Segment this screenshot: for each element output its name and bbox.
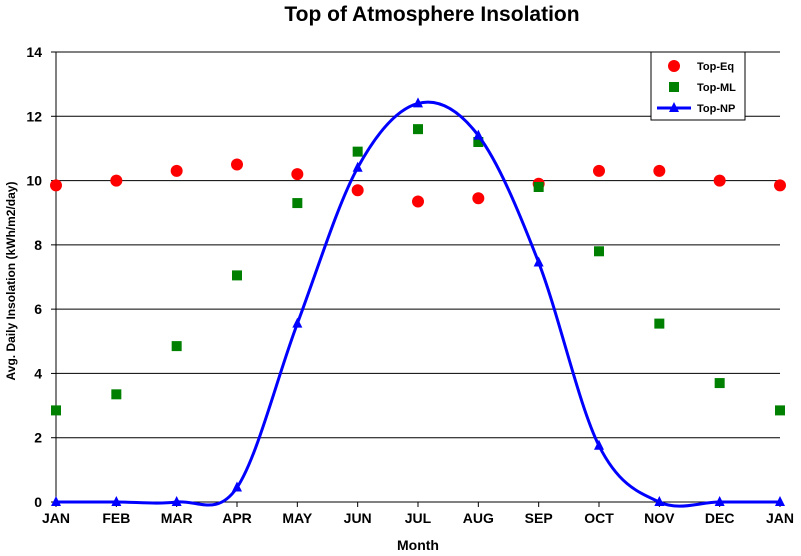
x-tick-label: OCT [584, 510, 614, 526]
data-point-top-ml [352, 146, 363, 157]
data-point-top-eq [110, 174, 123, 187]
data-point-top-np [714, 496, 725, 506]
y-tick-label: 6 [34, 301, 42, 317]
y-tick-label: 2 [34, 430, 42, 446]
data-point-top-eq [50, 179, 62, 192]
data-point-top-eq [351, 184, 364, 197]
x-tick-label: AUG [463, 510, 494, 526]
x-tick-label: JUN [344, 510, 372, 526]
data-point-top-ml [111, 389, 122, 400]
y-tick-label: 10 [26, 173, 42, 189]
data-point-top-eq [472, 192, 485, 205]
data-point-top-ml [413, 124, 423, 135]
data-point-top-np [51, 496, 61, 506]
y-tick-label: 4 [34, 365, 42, 381]
data-point-top-eq [412, 195, 424, 208]
x-axis-label: Month [397, 537, 439, 553]
data-point-top-eq [291, 168, 304, 181]
data-series [50, 97, 786, 508]
data-point-top-np [533, 256, 544, 267]
data-point-top-ml [775, 405, 785, 416]
x-tick-label: SEP [525, 510, 553, 526]
series-top-np [51, 97, 785, 508]
y-tick-label: 12 [26, 108, 42, 124]
data-point-top-ml [232, 270, 242, 281]
series-top-eq [50, 158, 786, 208]
chart-title: Top of Atmosphere Insolation [284, 3, 579, 26]
x-tick-label: APR [222, 510, 252, 526]
y-tick-label: 8 [34, 237, 42, 253]
data-point-top-ml [292, 198, 303, 209]
data-point-top-ml [714, 378, 725, 389]
data-point-top-np [473, 129, 484, 140]
data-point-top-np [594, 439, 604, 450]
legend-label-top-eq: Top-Eq [697, 61, 734, 73]
legend-marker-top-np [669, 102, 679, 112]
data-point-top-ml [171, 341, 182, 352]
data-point-top-np [654, 496, 665, 506]
data-point-top-ml [473, 137, 484, 147]
x-tick-label: JAN [42, 510, 70, 526]
data-point-top-np [232, 481, 242, 492]
data-point-top-np [413, 97, 423, 108]
legend: Top-Eq Top-ML Top-NP [650, 51, 746, 121]
x-tick-label: JAN [766, 510, 794, 526]
y-tick-label: 14 [26, 44, 42, 60]
x-tick-label: MAR [161, 510, 193, 526]
series-line-top-np [56, 100, 780, 508]
data-point-top-eq [653, 164, 666, 177]
tick-labels: 0 2 4 6 8 10 12 14 JAN FEB MAR APR MAY JUN JUL AUG SEP OC… [26, 44, 794, 526]
legend-label-top-ml: Top-ML [697, 82, 736, 94]
data-point-top-eq [170, 164, 183, 177]
legend-marker-top-ml [669, 82, 679, 92]
data-point-top-np [292, 317, 303, 328]
data-point-top-ml [594, 246, 604, 257]
legend-label-top-np: Top-NP [697, 103, 735, 115]
data-point-top-eq [593, 164, 605, 177]
y-axis-label: Avg. Daily Insolation (kWh/m2/day) [4, 182, 18, 381]
data-point-top-ml [533, 182, 544, 192]
data-point-top-np [111, 496, 122, 506]
series-top-ml [51, 124, 785, 416]
data-point-top-eq [774, 179, 786, 192]
data-point-top-eq [231, 158, 243, 171]
data-point-top-np [171, 496, 182, 506]
gridlines [56, 51, 780, 439]
data-point-top-ml [654, 318, 665, 329]
x-tick-label: NOV [644, 510, 675, 526]
x-tick-label: JUL [405, 510, 432, 526]
legend-marker-top-eq [668, 60, 680, 72]
data-point-top-np [775, 496, 785, 506]
x-tick-label: FEB [102, 510, 130, 526]
data-point-top-eq [713, 174, 726, 187]
x-tick-label: DEC [705, 510, 735, 526]
x-tick-label: MAY [282, 510, 312, 526]
y-tick-label: 0 [34, 494, 42, 510]
data-point-top-np [352, 161, 363, 172]
data-point-top-ml [51, 405, 61, 416]
